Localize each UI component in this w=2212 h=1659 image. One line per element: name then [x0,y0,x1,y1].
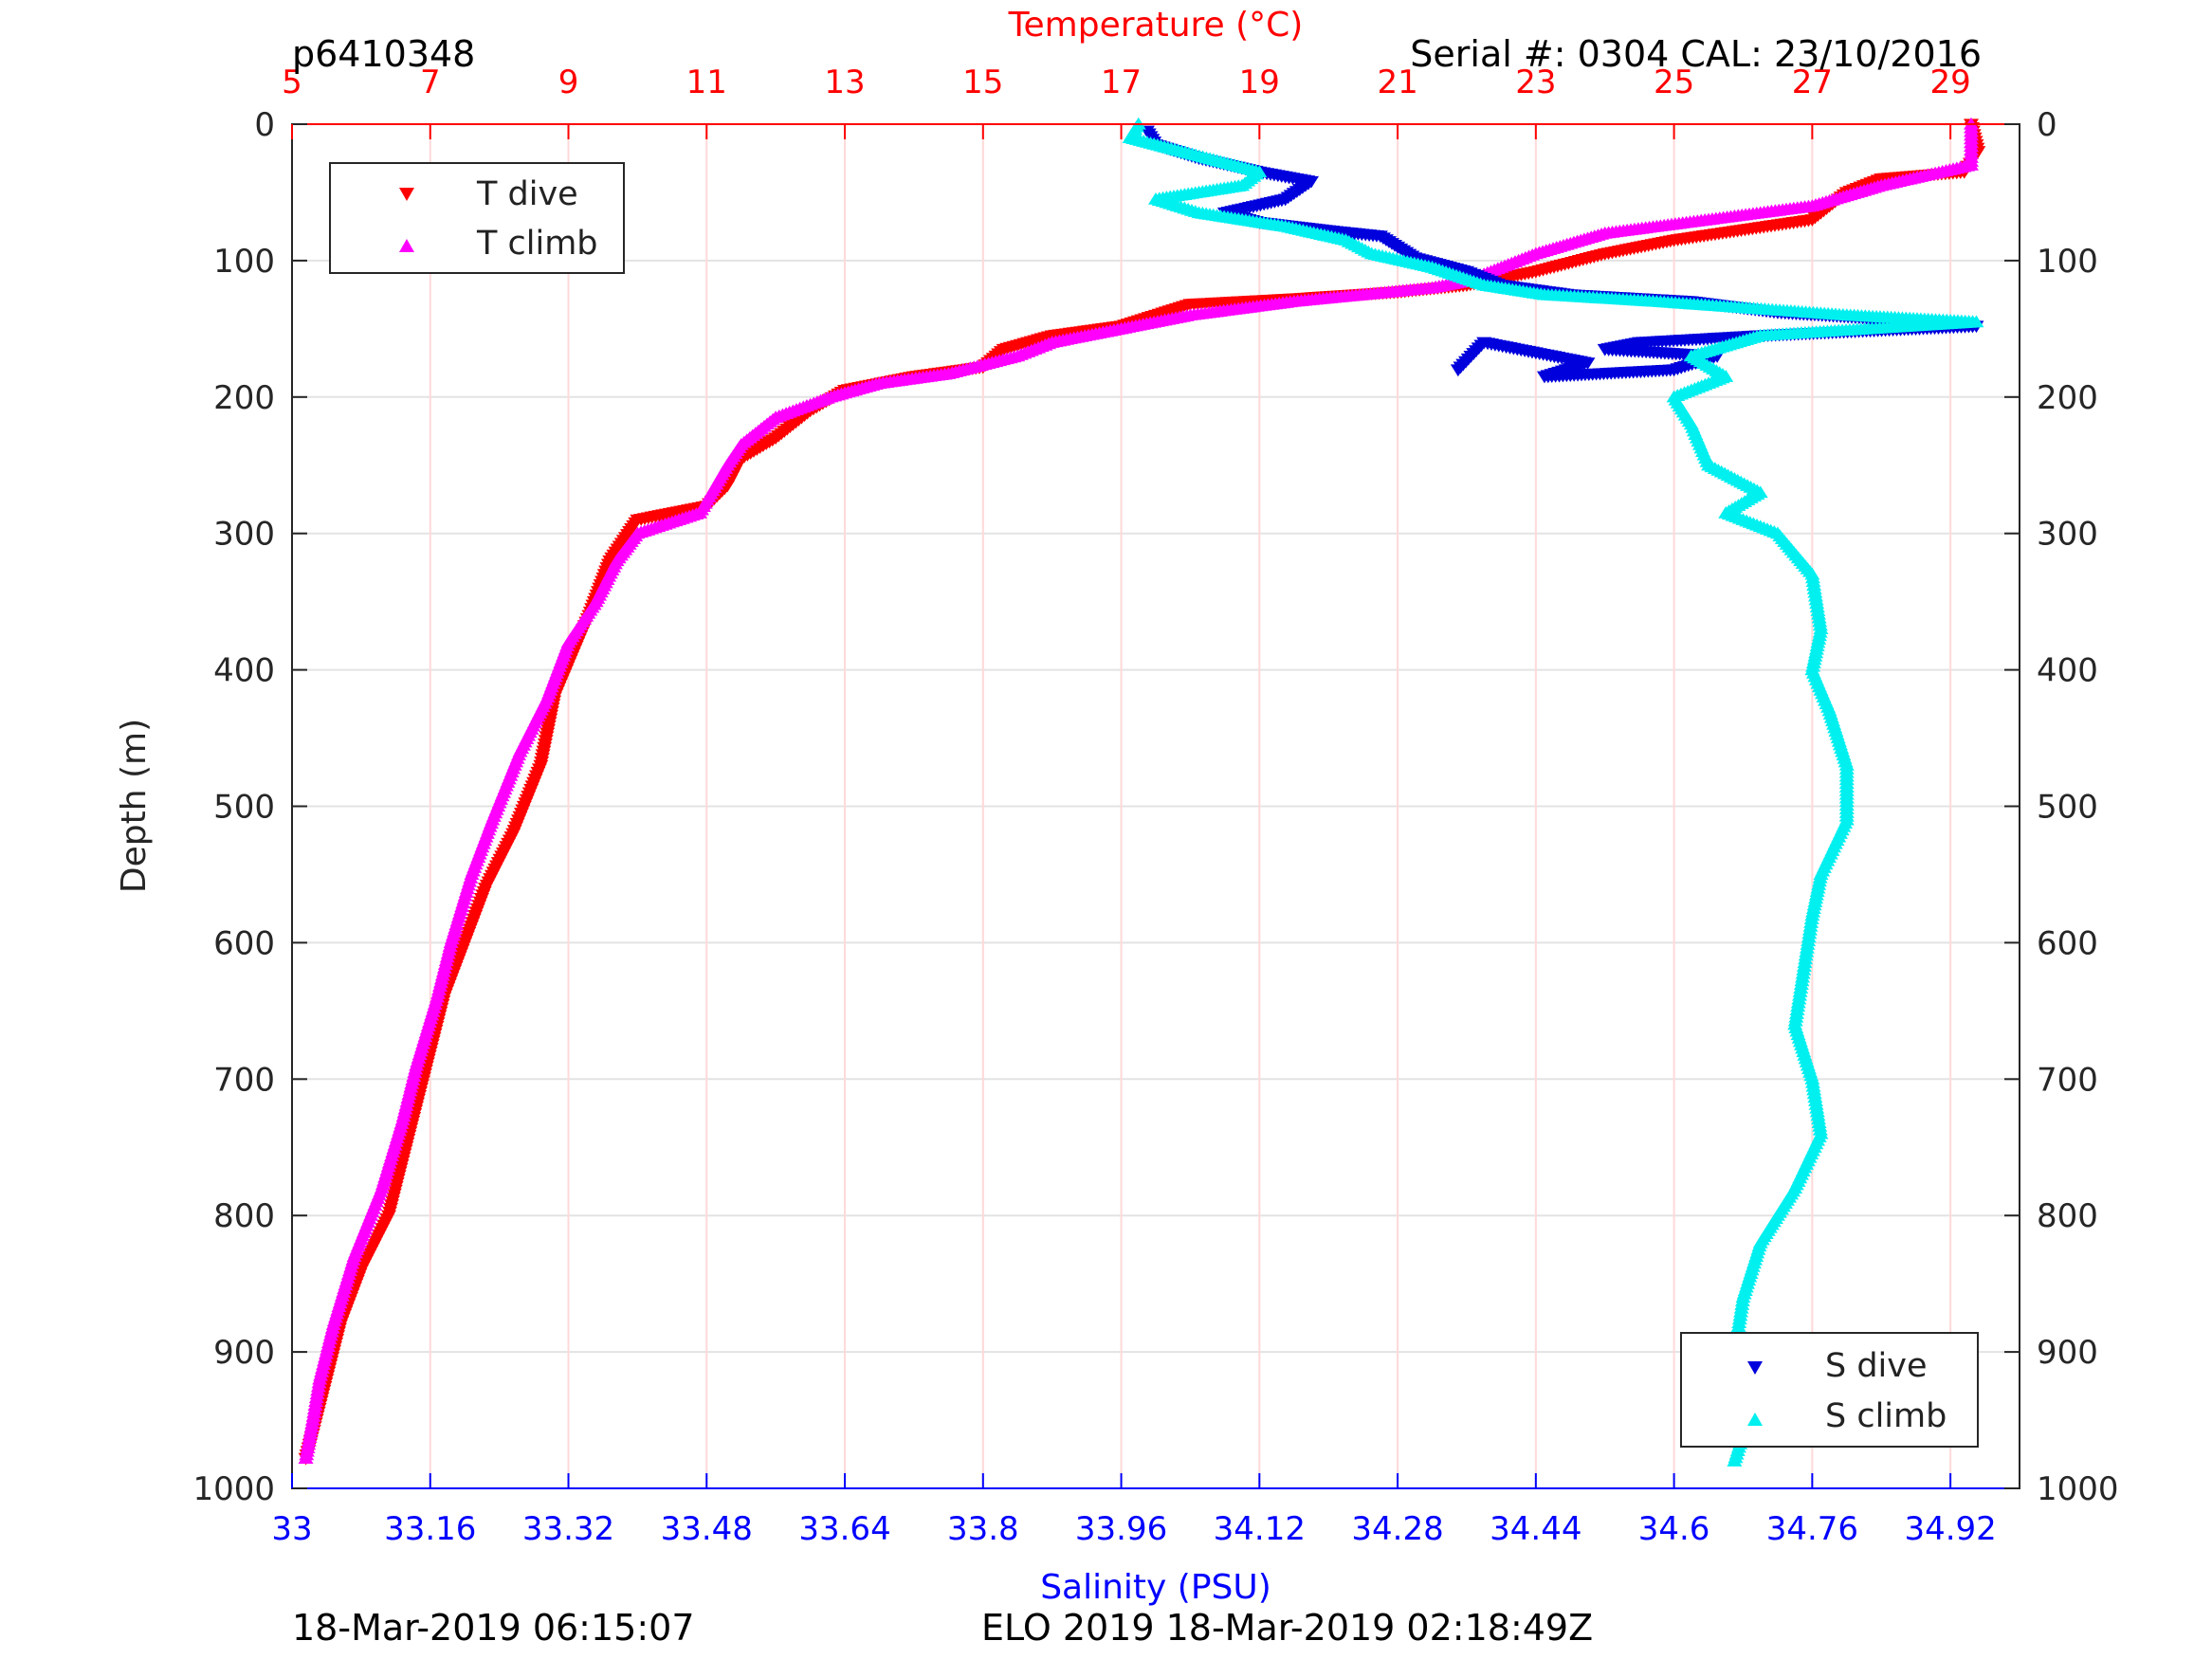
temperature-tick-label: 9 [558,64,579,101]
temperature-tick-label: 21 [1377,64,1417,101]
depth-tick-label-right: 400 [2037,652,2098,690]
salinity-tick-label: 34.6 [1638,1510,1710,1548]
depth-tick-label-left: 200 [213,379,275,417]
salinity-tick-label: 34.44 [1490,1510,1581,1548]
s-dive-legend-marker-icon [1747,1361,1763,1375]
t-climb-point [298,1451,314,1464]
footer-timestamp: 18-Mar-2019 06:15:07 [292,1607,695,1649]
data-points [298,117,1986,1467]
salinity-tick-label: 33.16 [384,1510,476,1548]
temperature-legend: T dive T climb [329,162,625,274]
t-climb-legend-label: T climb [476,225,598,263]
s-climb-point [1727,1454,1743,1467]
depth-tick-label-right: 200 [2037,379,2098,417]
depth-tick-label-right: 800 [2037,1197,2098,1235]
depth-tick-label-left: 300 [213,516,275,554]
temperature-tick-label: 15 [962,64,1003,101]
depth-tick-label-left: 900 [213,1334,275,1372]
temperature-legend-box [329,162,625,274]
depth-tick-label-left: 100 [213,243,275,281]
s-dive-point [1450,364,1466,377]
depth-tick-label-right: 900 [2037,1334,2098,1372]
profile-id-label: p6410348 [292,33,475,75]
temperature-tick-label: 19 [1239,64,1280,101]
footer-mission-label: ELO 2019 18-Mar-2019 02:18:49Z [981,1607,1593,1649]
salinity-tick-label: 33.64 [798,1510,890,1548]
depth-tick-label-right: 700 [2037,1061,2098,1099]
depth-tick-label-left: 500 [213,789,275,827]
depth-tick-label-right: 300 [2037,516,2098,554]
depth-tick-label-left: 400 [213,652,275,690]
salinity-tick-label: 34.92 [1904,1510,1996,1548]
depth-tick-label-right: 500 [2037,789,2098,827]
depth-tick-label-right: 600 [2037,924,2098,962]
salinity-tick-label: 33.8 [947,1510,1019,1548]
salinity-legend: S dive S climb [1680,1332,1979,1448]
temperature-tick-label: 27 [1792,64,1833,101]
s-climb-legend-marker-icon [1747,1413,1763,1426]
temperature-tick-label: 17 [1101,64,1142,101]
salinity-tick-label: 34.12 [1214,1510,1306,1548]
depth-tick-label-left: 1000 [192,1470,275,1508]
temperature-axis-title: Temperature (°C) [1008,6,1304,45]
temperature-tick-label: 11 [686,64,727,101]
axis-ticks: 0 0 100 100 200 200 300 300 400 400 500 500 600 600 70… [192,64,2118,1548]
depth-tick-label-left: 600 [213,924,275,962]
temperature-tick-label: 25 [1654,64,1694,101]
salinity-axis-title: Salinity (PSU) [1040,1568,1271,1607]
depth-tick-label-right: 1000 [2037,1470,2119,1508]
depth-tick-label-left: 700 [213,1061,275,1099]
grid [292,124,2020,1488]
t-climb-legend-marker-icon [399,239,414,252]
salinity-tick-label: 34.28 [1351,1510,1443,1548]
temperature-tick-label: 23 [1515,64,1556,101]
salinity-tick-label: 33.32 [522,1510,614,1548]
depth-tick-label-right: 100 [2037,243,2098,281]
salinity-legend-box [1680,1332,1979,1448]
t-dive-legend-marker-icon [399,188,414,201]
depth-tick-label-right: 0 [2037,106,2057,144]
depth-tick-label-left: 0 [254,106,275,144]
temperature-tick-label: 5 [282,64,302,101]
s-dive-legend-label: S dive [1825,1347,1928,1385]
salinity-tick-label: 33.48 [661,1510,753,1548]
salinity-tick-label: 33.96 [1075,1510,1167,1548]
depth-tick-label-left: 800 [213,1197,275,1235]
salinity-tick-label: 34.76 [1766,1510,1858,1548]
salinity-tick-label: 33 [271,1510,312,1548]
serial-calibration-label: Serial #: 0304 CAL: 23/10/2016 [1410,33,1982,75]
temperature-tick-label: 7 [420,64,441,101]
s-climb-legend-label: S climb [1825,1397,1947,1435]
depth-axis-title: Depth (m) [115,719,154,893]
temperature-tick-label: 13 [824,64,865,101]
t-dive-legend-label: T dive [476,175,578,213]
temperature-tick-label: 29 [1929,64,1970,101]
